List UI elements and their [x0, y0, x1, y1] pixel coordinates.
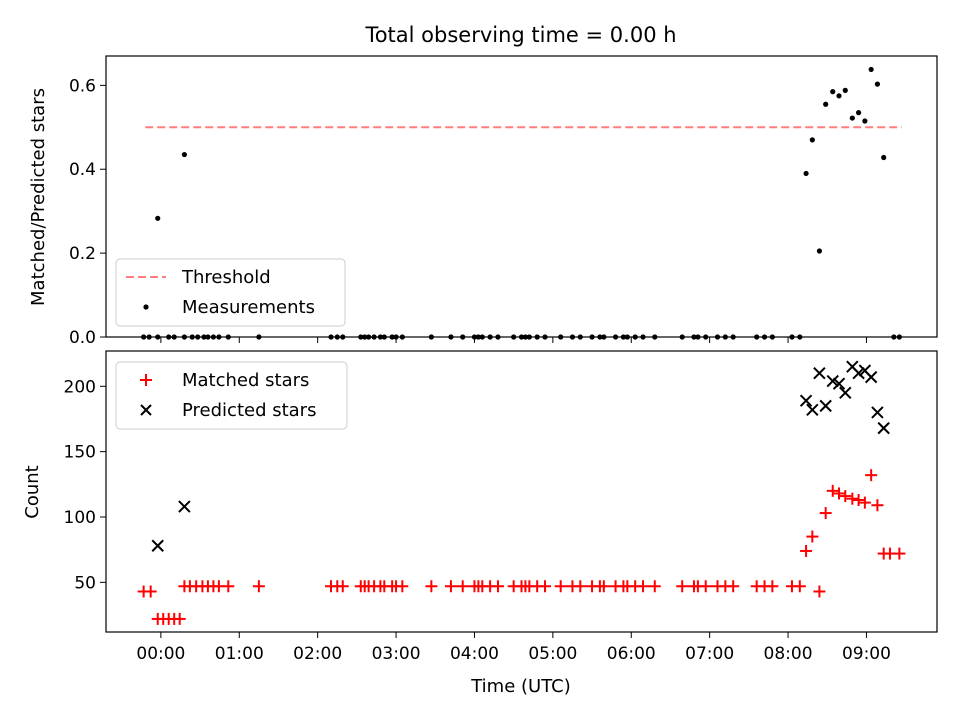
legend-predicted-swatch — [140, 404, 152, 416]
matched-star-point — [793, 580, 806, 593]
matched-star-point — [336, 580, 349, 593]
matched-star-point — [539, 580, 552, 593]
measurement-point — [809, 137, 815, 143]
matched-star-point — [252, 580, 265, 593]
matched-star-point — [813, 585, 826, 598]
x-tick-label: 07:00 — [685, 644, 734, 664]
measurement-point — [856, 110, 862, 116]
x-tick-label: 09:00 — [842, 644, 891, 664]
top-y-tick-label: 0.6 — [69, 76, 96, 96]
x-tick-label: 01:00 — [215, 644, 264, 664]
chart-title: Total observing time = 0.00 h — [364, 23, 676, 47]
top-legend: Threshold Measurements — [115, 258, 346, 327]
bottom-y-tick-label: 50 — [74, 573, 96, 593]
predicted-star-point — [178, 500, 191, 513]
matched-star-point — [826, 484, 839, 497]
top-y-axis-label: Matched/Predicted stars — [28, 88, 49, 306]
matched-star-point — [846, 492, 859, 505]
legend-threshold-label: Threshold — [181, 267, 271, 288]
legend-measurements-swatch — [143, 304, 149, 310]
predicted-star-point — [826, 374, 839, 388]
measurement-point — [181, 151, 187, 158]
matched-star-point — [806, 530, 819, 543]
matched-star-point — [858, 496, 871, 509]
matched-star-point — [491, 580, 504, 593]
measurement-point — [849, 115, 855, 121]
x-tick-label: 04:00 — [450, 644, 499, 664]
matched-star-point — [865, 469, 878, 482]
matched-star-point — [222, 580, 235, 593]
measurement-point — [155, 215, 161, 221]
bottom-y-axis-label: Count — [22, 465, 43, 518]
measurement-point — [874, 81, 881, 87]
matched-star-point — [893, 547, 906, 560]
matched-star-point — [456, 580, 469, 593]
x-tick-label: 08:00 — [764, 644, 813, 664]
x-tick-label: 05:00 — [528, 644, 577, 664]
x-tick-label: 03:00 — [372, 644, 421, 664]
predicted-star-point — [852, 367, 865, 380]
matched-star-point — [554, 580, 567, 593]
legend-matched-label: Matched stars — [182, 370, 309, 391]
matched-star-point — [597, 580, 610, 593]
matched-star-point — [871, 499, 884, 512]
x-tick-label: 02:00 — [293, 644, 342, 664]
x-tick-label: 06:00 — [607, 644, 656, 664]
legend-measurements-label: Measurements — [182, 297, 315, 318]
matched-star-point — [444, 580, 457, 593]
bottom-y-tick-label: 100 — [64, 508, 96, 528]
measurement-point — [868, 66, 874, 73]
matched-star-point — [574, 580, 587, 593]
matched-star-point — [852, 493, 865, 506]
matched-star-point — [637, 580, 650, 593]
top-y-tick-label: 0.0 — [69, 328, 96, 348]
matched-star-point — [766, 580, 779, 593]
measurement-point — [823, 101, 829, 107]
matched-star-point — [833, 487, 846, 500]
matched-star-point — [648, 580, 661, 593]
top-y-tick-label: 0.4 — [69, 160, 96, 180]
matched-star-point — [819, 507, 832, 520]
matched-star-point — [396, 580, 409, 593]
matched-star-point — [425, 580, 438, 593]
x-tick-label: 00:00 — [136, 644, 185, 664]
predicted-star-point — [799, 394, 813, 407]
matched-star-point — [144, 585, 157, 598]
measurement-point — [836, 93, 842, 99]
measurement-point — [862, 118, 868, 124]
predicted-star-point — [819, 399, 832, 413]
bottom-y-tick-label: 200 — [64, 377, 96, 397]
matched-star-point — [173, 612, 186, 625]
predicted-star-point — [864, 370, 878, 384]
measurement-point — [816, 248, 823, 254]
matched-star-point — [727, 580, 740, 593]
matched-star-point — [839, 490, 852, 503]
measurement-point — [842, 87, 848, 93]
legend-predicted-label: Predicted stars — [182, 400, 316, 421]
matched-star-point — [676, 580, 689, 593]
bottom-plot-frame — [105, 350, 938, 633]
legend-matched-swatch — [140, 374, 152, 386]
bottom-plot-area: 50 100 150 200 00:00 01:00 02:00 03:00 04:00 05:0… — [64, 360, 906, 664]
measurement-point — [803, 170, 809, 177]
top-y-tick-label: 0.2 — [69, 244, 96, 264]
bottom-legend: Matched stars Predicted stars — [115, 361, 348, 430]
x-axis-label: Time (UTC) — [470, 676, 571, 697]
predicted-star-point — [839, 386, 852, 400]
predicted-star-point — [877, 421, 890, 435]
matched-star-point — [699, 580, 712, 593]
predicted-star-point — [813, 367, 826, 380]
top-plot-frame — [105, 55, 938, 338]
bottom-y-tick-label: 150 — [64, 443, 96, 463]
predicted-star-point — [871, 406, 884, 419]
matched-star-point — [800, 544, 813, 557]
predicted-star-point — [832, 377, 846, 390]
measurement-point — [881, 154, 887, 161]
predicted-star-point — [151, 539, 164, 552]
measurement-point — [830, 89, 836, 95]
top-plot-area: 0.0 0.2 0.4 0.6 — [69, 66, 902, 348]
predicted-star-point — [806, 403, 819, 417]
